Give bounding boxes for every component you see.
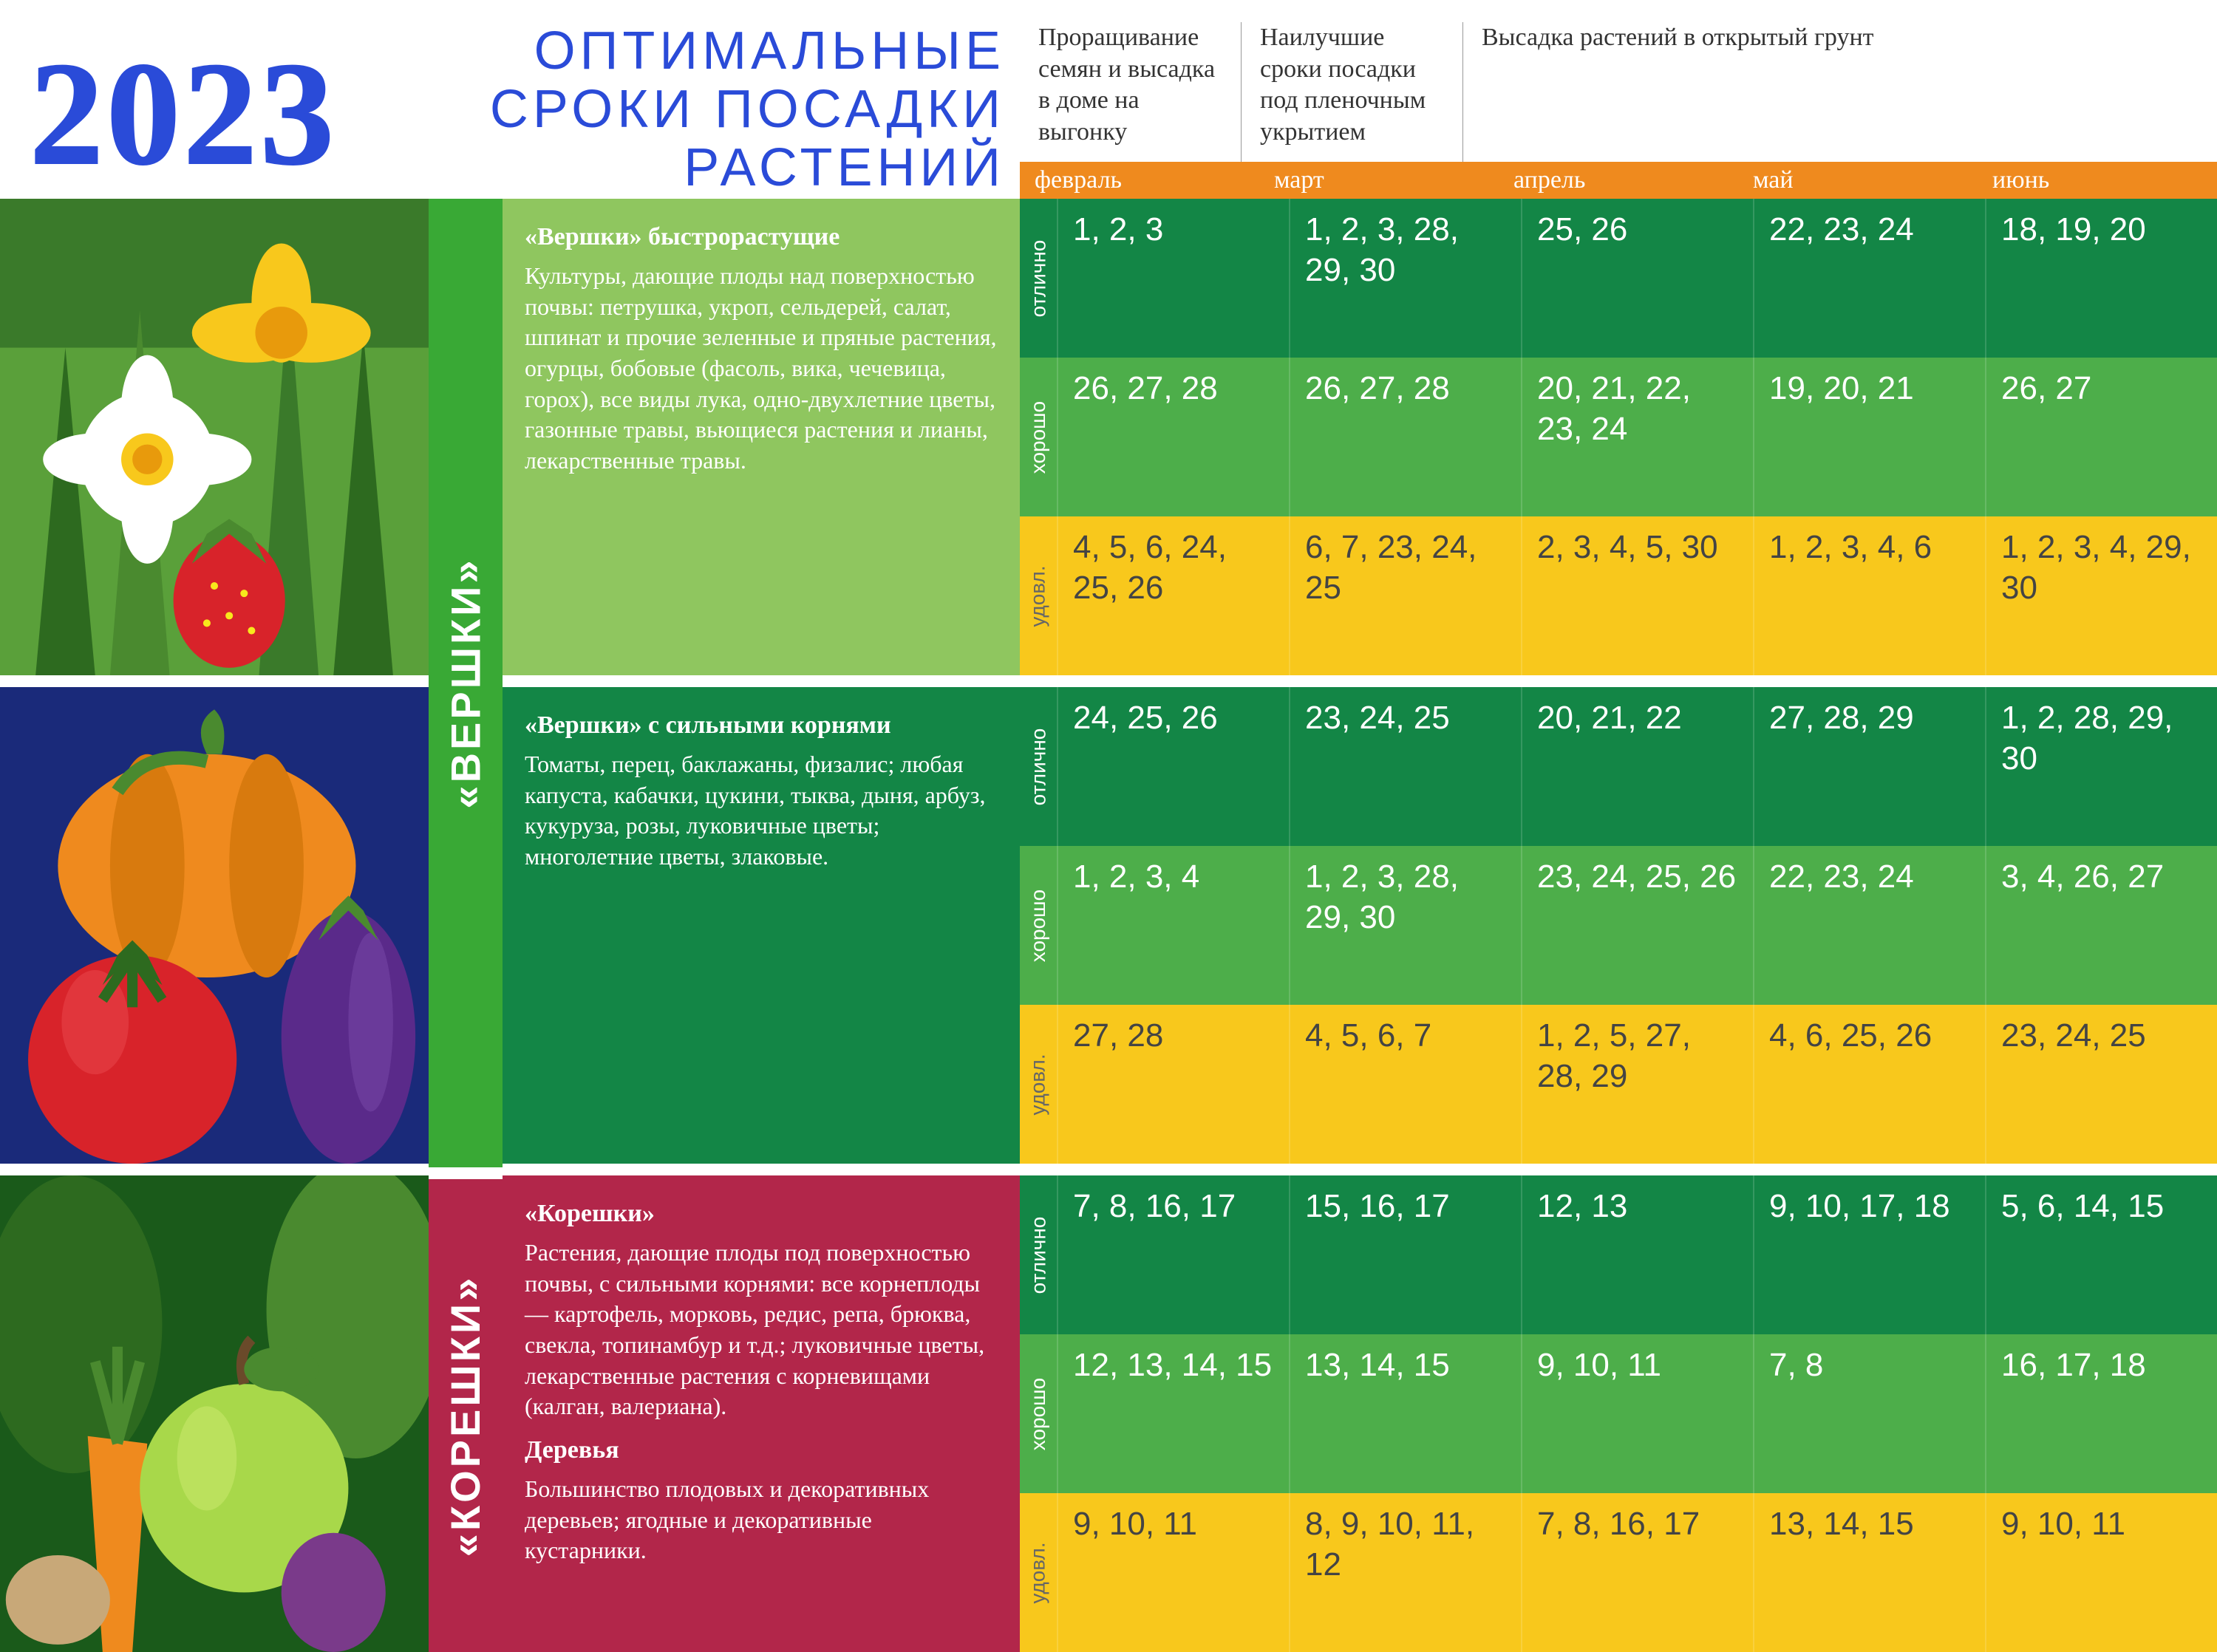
page-title: ОПТИМАЛЬНЫЕ СРОКИ ПОСАДКИ РАСТЕНИЙ [429, 0, 1020, 199]
quality-row: отлично24, 25, 2623, 24, 2520, 21, 2227,… [1020, 687, 2217, 846]
quality-label: отлично [1020, 687, 1057, 846]
quality-label: хорошо [1020, 1334, 1057, 1493]
date-cell: 12, 13 [1521, 1175, 1753, 1334]
quality-row: отлично1, 2, 31, 2, 3, 28, 29, 3025, 262… [1020, 199, 2217, 358]
description-block-2: «Вершки» с сильными корнями Томаты, пере… [503, 687, 1020, 1164]
date-cell: 18, 19, 20 [1985, 199, 2217, 358]
description-column: «Вершки» быстрорастущие Культуры, дающие… [503, 199, 1020, 1652]
date-cell: 1, 2, 5, 27, 28, 29 [1521, 1005, 1753, 1164]
date-cell: 7, 8, 16, 17 [1057, 1175, 1289, 1334]
date-cell: 4, 6, 25, 26 [1753, 1005, 1985, 1164]
month-header: февральмартапрельмайиюнь [1020, 162, 2217, 199]
date-cell: 12, 13, 14, 15 [1057, 1334, 1289, 1493]
quality-label: удовл. [1020, 1005, 1057, 1164]
date-cell: 19, 20, 21 [1753, 358, 1985, 516]
date-cell: 26, 27, 28 [1057, 358, 1289, 516]
date-cell: 1, 2, 28, 29, 30 [1985, 687, 2217, 846]
desc-text: Большинство плодовых и декоративных дере… [525, 1474, 998, 1566]
date-cell: 26, 27 [1985, 358, 2217, 516]
category-label-tops: «ВЕРШКИ» [429, 199, 503, 1167]
date-cell: 4, 5, 6, 24, 25, 26 [1057, 516, 1289, 675]
data-column: отлично1, 2, 31, 2, 3, 28, 29, 3025, 262… [1020, 199, 2217, 1652]
quality-row: хорошо26, 27, 2826, 27, 2820, 21, 22, 23… [1020, 358, 2217, 516]
data-group: отлично7, 8, 16, 1715, 16, 1712, 139, 10… [1020, 1175, 2217, 1652]
date-cell: 5, 6, 14, 15 [1985, 1175, 2217, 1334]
desc-title: Деревья [525, 1434, 998, 1467]
date-cell: 1, 2, 3, 4, 29, 30 [1985, 516, 2217, 675]
quality-row: хорошо12, 13, 14, 1513, 14, 159, 10, 117… [1020, 1334, 2217, 1493]
date-cell: 15, 16, 17 [1289, 1175, 1521, 1334]
quality-label: удовл. [1020, 516, 1057, 675]
date-cell: 7, 8 [1753, 1334, 1985, 1493]
desc-text: Культуры, дающие плоды над поверхностью … [525, 261, 998, 476]
legend-item-3: Высадка растений в открытый грунт [1463, 22, 2217, 162]
desc-text: Томаты, перец, баклажаны, физалис; любая… [525, 749, 998, 872]
description-block-3: «Корешки» Растения, дающие плоды под пов… [503, 1175, 1020, 1652]
date-cell: 23, 24, 25 [1985, 1005, 2217, 1164]
illustration-1 [0, 199, 429, 675]
desc-text: Растения, дающие плоды под поверхностью … [525, 1238, 998, 1422]
category-label-roots: «КОРЕШКИ» [429, 1179, 503, 1652]
date-cell: 23, 24, 25, 26 [1521, 846, 1753, 1005]
illustration-2 [0, 687, 429, 1164]
date-cell: 9, 10, 11 [1985, 1493, 2217, 1652]
date-cell: 13, 14, 15 [1289, 1334, 1521, 1493]
illustration-3 [0, 1175, 429, 1652]
date-cell: 26, 27, 28 [1289, 358, 1521, 516]
date-cell: 1, 2, 3, 4 [1057, 846, 1289, 1005]
date-cell: 20, 21, 22 [1521, 687, 1753, 846]
date-cell: 1, 2, 3 [1057, 199, 1289, 358]
date-cell: 24, 25, 26 [1057, 687, 1289, 846]
category-column: «ВЕРШКИ» «КОРЕШКИ» [429, 199, 503, 1652]
quality-row: удовл.9, 10, 118, 9, 10, 11, 127, 8, 16,… [1020, 1493, 2217, 1652]
date-cell: 2, 3, 4, 5, 30 [1521, 516, 1753, 675]
date-cell: 9, 10, 11 [1521, 1334, 1753, 1493]
legend: Проращивание семян и высадка в доме на в… [1020, 0, 2217, 162]
data-group: отлично1, 2, 31, 2, 3, 28, 29, 3025, 262… [1020, 199, 2217, 675]
month-cell: апрель [1499, 162, 1738, 199]
date-cell: 20, 21, 22, 23, 24 [1521, 358, 1753, 516]
description-block-1: «Вершки» быстрорастущие Культуры, дающие… [503, 199, 1020, 675]
date-cell: 3, 4, 26, 27 [1985, 846, 2217, 1005]
date-cell: 22, 23, 24 [1753, 199, 1985, 358]
quality-label: отлично [1020, 1175, 1057, 1334]
date-cell: 6, 7, 23, 24, 25 [1289, 516, 1521, 675]
month-cell: июнь [1978, 162, 2217, 199]
date-cell: 1, 2, 3, 28, 29, 30 [1289, 846, 1521, 1005]
quality-row: удовл.27, 284, 5, 6, 71, 2, 5, 27, 28, 2… [1020, 1005, 2217, 1164]
desc-title: «Корешки» [525, 1198, 998, 1230]
date-cell: 9, 10, 11 [1057, 1493, 1289, 1652]
year: 2023 [0, 0, 429, 199]
month-cell: март [1259, 162, 1499, 199]
legend-item-1: Проращивание семян и высадка в доме на в… [1020, 22, 1242, 162]
month-cell: февраль [1020, 162, 1259, 199]
date-cell: 9, 10, 17, 18 [1753, 1175, 1985, 1334]
date-cell: 25, 26 [1521, 199, 1753, 358]
date-cell: 4, 5, 6, 7 [1289, 1005, 1521, 1164]
quality-row: хорошо1, 2, 3, 41, 2, 3, 28, 29, 3023, 2… [1020, 846, 2217, 1005]
month-cell: май [1738, 162, 1978, 199]
date-cell: 27, 28, 29 [1753, 687, 1985, 846]
quality-label: отлично [1020, 199, 1057, 358]
quality-label: хорошо [1020, 358, 1057, 516]
quality-row: отлично7, 8, 16, 1715, 16, 1712, 139, 10… [1020, 1175, 2217, 1334]
desc-title: «Вершки» быстрорастущие [525, 221, 998, 253]
date-cell: 27, 28 [1057, 1005, 1289, 1164]
quality-label: удовл. [1020, 1493, 1057, 1652]
desc-title: «Вершки» с сильными корнями [525, 709, 998, 742]
legend-item-2: Наилучшие сроки посадки под пленочным ук… [1242, 22, 1463, 162]
date-cell: 23, 24, 25 [1289, 687, 1521, 846]
quality-row: удовл.4, 5, 6, 24, 25, 266, 7, 23, 24, 2… [1020, 516, 2217, 675]
date-cell: 8, 9, 10, 11, 12 [1289, 1493, 1521, 1652]
date-cell: 22, 23, 24 [1753, 846, 1985, 1005]
date-cell: 1, 2, 3, 4, 6 [1753, 516, 1985, 675]
date-cell: 7, 8, 16, 17 [1521, 1493, 1753, 1652]
date-cell: 1, 2, 3, 28, 29, 30 [1289, 199, 1521, 358]
date-cell: 13, 14, 15 [1753, 1493, 1985, 1652]
date-cell: 16, 17, 18 [1985, 1334, 2217, 1493]
quality-label: хорошо [1020, 846, 1057, 1005]
illustration-column [0, 199, 429, 1652]
data-group: отлично24, 25, 2623, 24, 2520, 21, 2227,… [1020, 687, 2217, 1164]
